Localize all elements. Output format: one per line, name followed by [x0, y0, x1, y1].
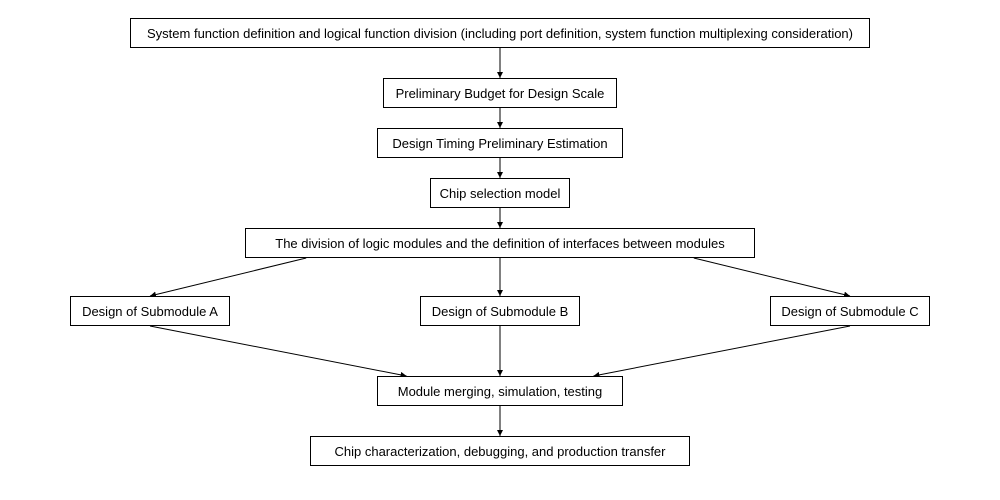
flowchart-node-label: Design of Submodule C	[781, 304, 918, 319]
flowchart-edge	[150, 326, 407, 376]
flowchart-node: Design of Submodule A	[70, 296, 230, 326]
flowchart-node: The division of logic modules and the de…	[245, 228, 755, 258]
flowchart-node: Preliminary Budget for Design Scale	[383, 78, 617, 108]
flowchart-node-label: Design of Submodule B	[432, 304, 569, 319]
flowchart-node-label: Design of Submodule A	[82, 304, 218, 319]
flowchart-node-label: Module merging, simulation, testing	[398, 384, 603, 399]
flowchart-node: Design of Submodule C	[770, 296, 930, 326]
flowchart-edge	[694, 258, 850, 296]
flowchart-node-label: Chip selection model	[440, 186, 561, 201]
flowchart-node: Chip characterization, debugging, and pr…	[310, 436, 690, 466]
flowchart-edge	[150, 258, 306, 296]
flowchart-node-label: System function definition and logical f…	[147, 26, 853, 41]
flowchart-node-label: Preliminary Budget for Design Scale	[396, 86, 605, 101]
flowchart-node-label: Design Timing Preliminary Estimation	[392, 136, 607, 151]
flowchart-node-label: Chip characterization, debugging, and pr…	[335, 444, 666, 459]
flowchart-node: Module merging, simulation, testing	[377, 376, 623, 406]
flowchart-node: System function definition and logical f…	[130, 18, 870, 48]
flowchart-node-label: The division of logic modules and the de…	[275, 236, 725, 251]
flowchart-node: Design Timing Preliminary Estimation	[377, 128, 623, 158]
flowchart-canvas: System function definition and logical f…	[0, 0, 1000, 500]
flowchart-edge	[593, 326, 850, 376]
flowchart-node: Design of Submodule B	[420, 296, 580, 326]
flowchart-node: Chip selection model	[430, 178, 570, 208]
